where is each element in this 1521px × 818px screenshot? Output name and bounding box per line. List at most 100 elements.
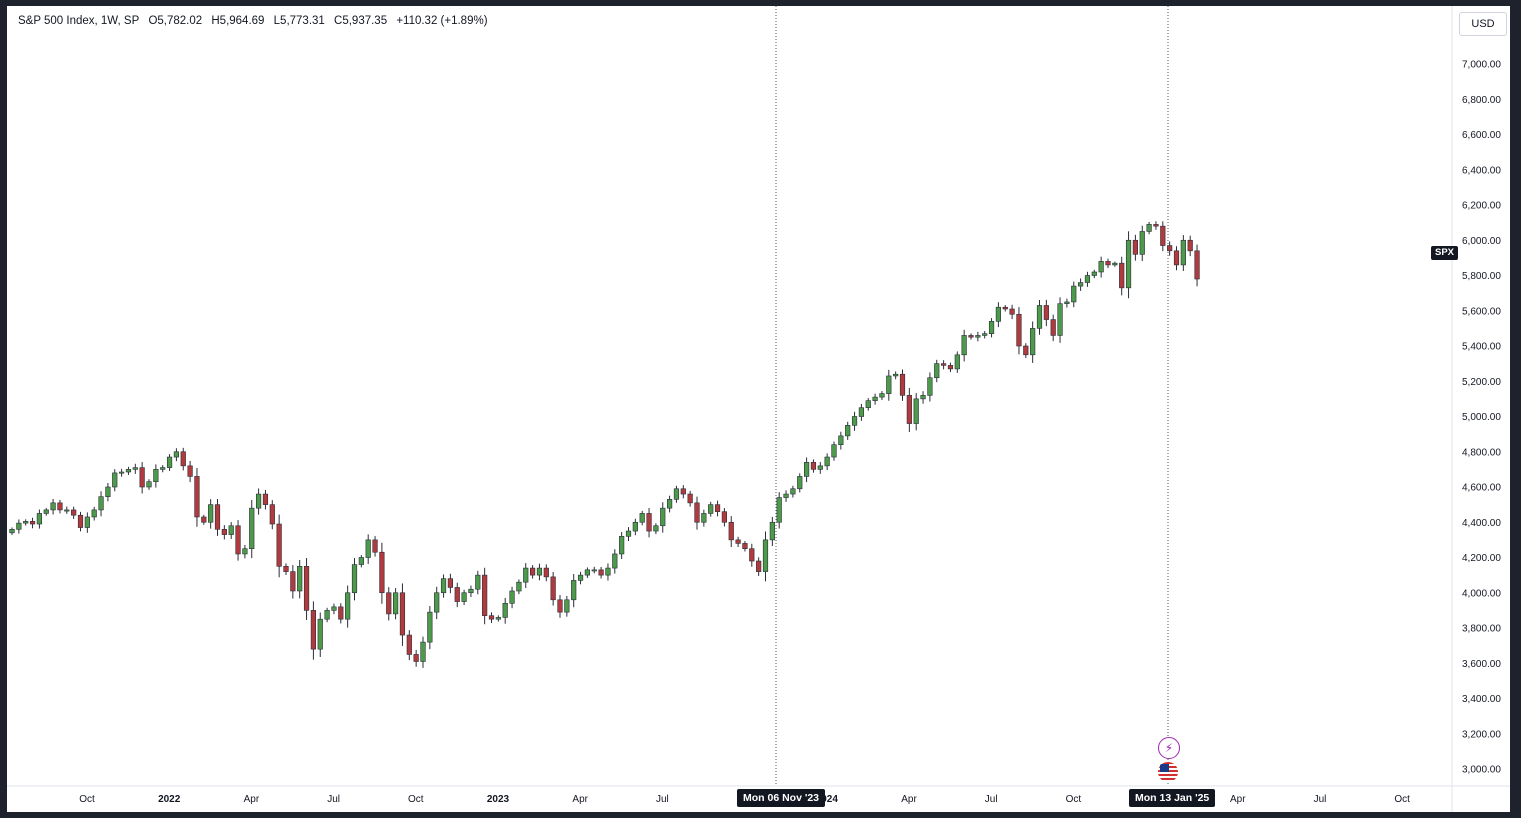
candle [1043,299,1049,327]
y-tick-label: 4,200.00 [1462,553,1501,564]
candle [893,371,899,380]
y-tick-label: 6,000.00 [1462,236,1501,247]
candle [858,403,864,421]
candle [1105,258,1111,269]
candle [488,612,495,624]
candle [940,360,947,370]
candle [543,564,549,582]
candle [1023,343,1029,359]
candle [1016,307,1022,355]
candle [468,585,474,598]
candle [934,359,940,383]
candle [125,466,132,475]
candle [632,518,638,536]
candle [201,514,207,525]
candle [783,490,789,502]
candle [166,454,173,471]
candle [1030,321,1036,363]
y-tick-label: 5,600.00 [1462,306,1501,317]
candle [345,585,351,628]
x-tick-label: 2022 [158,794,181,805]
candle [43,508,49,516]
candle [50,498,56,515]
us-flag-icon[interactable] [1158,762,1178,782]
candle [331,603,337,615]
candle [749,543,755,567]
legend-change: +110.32 (+1.89%) [396,15,488,27]
candle [269,500,275,530]
candle [406,630,412,661]
candle [338,603,344,624]
candle [660,502,666,533]
y-tick-label: 4,000.00 [1462,588,1501,599]
x-tick-label: Apr [901,794,917,805]
candle [625,527,632,541]
candle [1160,221,1166,252]
candle [358,555,364,568]
candle [988,318,995,338]
candle [653,523,659,535]
candle [1064,298,1070,308]
candle [1187,235,1193,257]
candle [646,508,652,538]
candle [790,485,796,498]
candle [434,586,440,620]
candle [947,362,954,373]
candle [317,612,323,657]
candle [735,536,741,547]
candle [276,514,282,578]
x-tick-label: Oct [408,794,424,805]
candle [392,588,399,620]
candle [584,567,590,578]
candle [1132,234,1138,261]
x-tick-label: Jul [656,794,669,805]
chart-frame[interactable]: 7,000.00 6,800.00 6,600.00 6,400.00 6,200.00… [7,6,1510,812]
candle [666,495,673,513]
candle [249,500,255,559]
x-tick-label: Jul [1314,794,1327,805]
y-tick-label: 6,600.00 [1462,130,1501,141]
price-chart[interactable]: 7,000.00 6,800.00 6,600.00 6,400.00 6,200.00… [7,6,1510,812]
candle [817,462,823,474]
y-tick-label: 4,400.00 [1462,518,1501,529]
candle [187,460,193,483]
candle [954,351,960,373]
y-tick-label: 7,000.00 [1462,60,1501,71]
candle [71,506,77,519]
candle [146,479,152,490]
candle [351,557,358,601]
lightning-icon[interactable]: ⚡ [1158,737,1180,759]
candle [577,571,584,585]
candle [694,496,700,530]
candle [23,519,29,526]
candle [995,302,1001,328]
currency-button[interactable]: USD [1459,12,1507,36]
candle [242,544,248,559]
candle [1057,297,1063,343]
candle [851,411,858,431]
x-tick-label: Jul [327,794,340,805]
y-tick-label: 4,800.00 [1462,447,1501,458]
candle [598,566,604,579]
candle [160,465,166,473]
candle [619,532,625,560]
candle [899,369,906,401]
candle [838,431,844,450]
legend-low: L5,773.31 [273,15,325,27]
candle [680,485,686,499]
candle [208,499,214,529]
candle [906,388,912,433]
candle [824,453,830,471]
candle [427,606,433,650]
candle [536,563,543,581]
candle [77,511,84,532]
candle [1173,246,1180,271]
candle [708,501,714,517]
candle [1139,225,1145,262]
candle [1084,271,1091,287]
candle [112,469,118,492]
symbol-price-tag: SPX [1431,246,1459,260]
candle [372,536,378,557]
candle [1036,300,1043,335]
candle [105,483,111,502]
